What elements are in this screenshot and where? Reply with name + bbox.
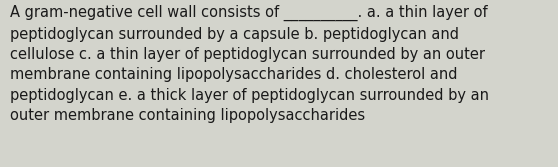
Text: A gram-negative cell wall consists of __________. a. a thin layer of
peptidoglyc: A gram-negative cell wall consists of __… [10, 5, 489, 123]
